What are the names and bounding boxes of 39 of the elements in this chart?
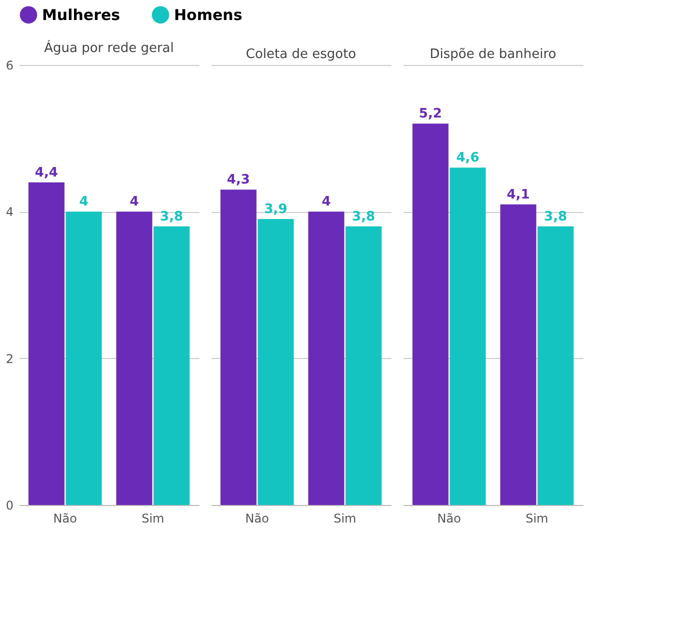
data-label: 3,9 — [264, 202, 288, 217]
bar — [538, 226, 574, 505]
bar — [346, 226, 382, 505]
data-label: 5,2 — [418, 106, 442, 122]
x-tick-label: Sim — [334, 512, 356, 526]
bar — [154, 226, 190, 505]
y-tick-label: 2 — [6, 352, 14, 366]
y-tick-label: 4 — [6, 205, 14, 220]
data-label: 4,1 — [506, 187, 530, 202]
data-label: 3,8 — [352, 209, 376, 224]
data-label: 4,6 — [456, 150, 480, 166]
x-tick-label: Sim — [142, 512, 164, 526]
data-label: 4 — [322, 194, 331, 210]
x-tick-label: Não — [437, 512, 461, 526]
y-tick-label: 0 — [6, 498, 14, 512]
data-label: 3,8 — [544, 209, 568, 224]
data-label: 4,4 — [34, 165, 58, 180]
x-tick-label: Sim — [526, 512, 548, 526]
bar — [28, 182, 64, 505]
bar — [66, 212, 102, 505]
data-label: 4 — [130, 194, 139, 210]
bar — [308, 212, 344, 505]
data-label: 4,3 — [226, 172, 250, 188]
data-label: 4 — [79, 194, 88, 210]
bar — [220, 190, 256, 505]
bar — [116, 212, 152, 505]
y-tick-label: 6 — [6, 58, 14, 72]
data-label: 3,8 — [160, 209, 184, 224]
chart-title: Dispõe de banheiro — [430, 47, 556, 62]
chart-title: Água por rede geral — [44, 39, 174, 56]
bar — [412, 124, 448, 505]
bar — [500, 204, 536, 505]
x-tick-label: Não — [53, 512, 77, 526]
legend-label: Mulheres — [42, 6, 120, 24]
bar — [450, 168, 486, 505]
chart-title: Coleta de esgoto — [246, 47, 356, 62]
x-tick-label: Não — [245, 512, 269, 526]
legend-label: Homens — [174, 6, 242, 24]
bar — [258, 219, 294, 505]
